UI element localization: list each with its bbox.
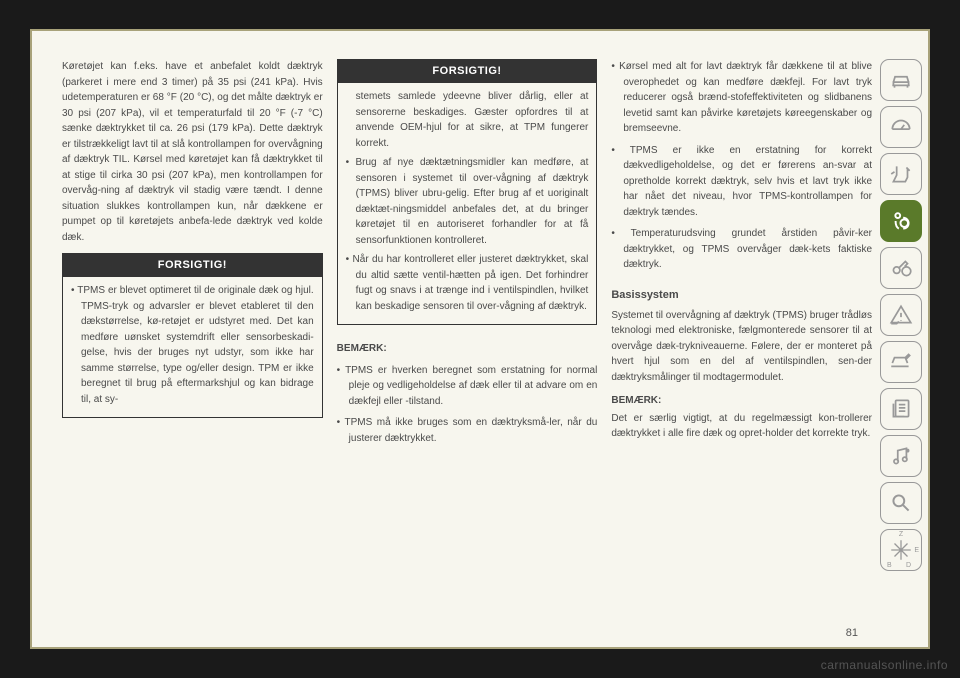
note-item: TPMS må ikke bruges som en dæktryksmå-le… — [337, 415, 598, 446]
bullet-item: Temperaturudsving grundet årstiden påvir… — [611, 226, 872, 273]
dashboard-icon[interactable] — [880, 106, 922, 148]
caution-item: Når du har kontrolleret eller justeret d… — [346, 252, 589, 314]
note-label: BEMÆRK: — [611, 393, 872, 409]
manual-page: Køretøjet kan f.eks. have et anbefalet k… — [30, 29, 930, 649]
page-number: 81 — [846, 627, 858, 639]
seat-icon[interactable] — [880, 153, 922, 195]
service-icon[interactable] — [880, 341, 922, 383]
compass-icon[interactable]: Z E B D — [880, 529, 922, 571]
page-content: Køretøjet kan f.eks. have et anbefalet k… — [32, 31, 880, 647]
airbag-icon[interactable] — [880, 200, 922, 242]
caution-box-2: FORSIGTIG! stemets samlede ydeevne blive… — [337, 59, 598, 325]
note-list: TPMS er hverken beregnet som erstatning … — [337, 363, 598, 453]
subheading-basissystem: Basissystem — [611, 287, 872, 304]
search-icon[interactable] — [880, 482, 922, 524]
caution-item: Brug af nye dæktætningsmidler kan medfør… — [346, 155, 589, 248]
media-icon[interactable] — [880, 435, 922, 477]
caution-header: FORSIGTIG! — [63, 254, 322, 277]
caution-body-2: stemets samlede ydeevne bliver dårlig, e… — [338, 83, 597, 324]
note-item: TPMS er hverken beregnet som erstatning … — [337, 363, 598, 410]
section-tab-sidebar: Z E B D — [880, 31, 928, 647]
caution-item: TPMS er blevet optimeret til de original… — [71, 283, 314, 407]
caution-body-1: TPMS er blevet optimeret til de original… — [63, 277, 322, 417]
column-2: FORSIGTIG! stemets samlede ydeevne blive… — [337, 59, 598, 633]
intro-paragraph: Køretøjet kan f.eks. have et anbefalet k… — [62, 59, 323, 245]
warning-triangle-icon[interactable] — [880, 294, 922, 336]
car-front-icon[interactable] — [880, 59, 922, 101]
note-paragraph: Det er særlig vigtigt, at du regelmæssig… — [611, 411, 872, 442]
column-3: Kørsel med alt for lavt dæktryk får dækk… — [611, 59, 872, 633]
body-paragraph: Systemet til overvågning af dæktryk (TPM… — [611, 308, 872, 386]
caution-header: FORSIGTIG! — [338, 60, 597, 83]
note-label: BEMÆRK: — [337, 341, 598, 357]
specs-icon[interactable] — [880, 388, 922, 430]
column-1: Køretøjet kan f.eks. have et anbefalet k… — [62, 59, 323, 633]
bullet-list: Kørsel med alt for lavt dæktryk får dækk… — [611, 59, 872, 279]
key-steering-icon[interactable] — [880, 247, 922, 289]
watermark: carmanualsonline.info — [821, 658, 948, 672]
bullet-item: Kørsel med alt for lavt dæktryk får dækk… — [611, 59, 872, 137]
bullet-item: TPMS er ikke en erstatning for korrekt d… — [611, 143, 872, 221]
caution-continuation: stemets samlede ydeevne bliver dårlig, e… — [346, 89, 589, 151]
caution-box-1: FORSIGTIG! TPMS er blevet optimeret til … — [62, 253, 323, 418]
